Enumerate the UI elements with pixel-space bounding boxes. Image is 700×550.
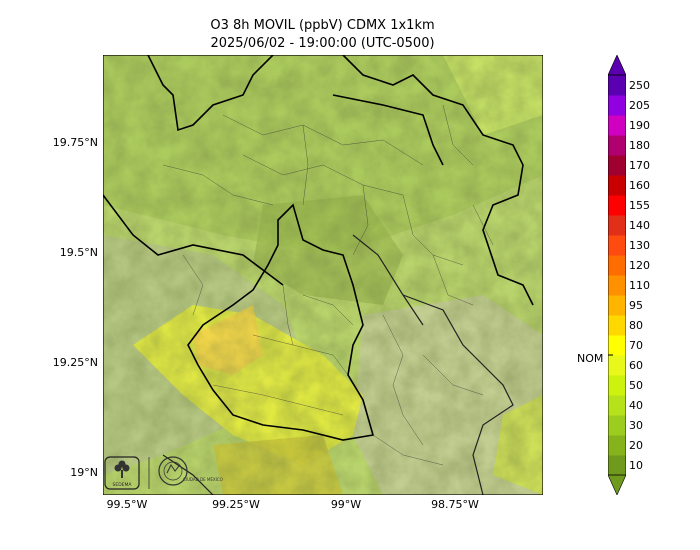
colorbar-tick-label: 80 xyxy=(629,319,643,332)
colorbar-segment xyxy=(608,335,626,356)
colorbar-segment xyxy=(608,355,626,376)
colorbar-tick-label: 60 xyxy=(629,359,643,372)
colorbar-segment xyxy=(608,395,626,416)
colorbar-segment xyxy=(608,115,626,136)
ozone-map: SEDEMA CIUDAD DE MÉXICO xyxy=(102,54,544,496)
colorbar-segment xyxy=(608,155,626,176)
colorbar-tick-label: 70 xyxy=(629,339,643,352)
colorbar-tick-label: 155 xyxy=(629,199,650,212)
state-boundaries xyxy=(102,54,534,306)
cdmx-logo: CIUDAD DE MÉXICO xyxy=(148,456,223,489)
colorbar-segment xyxy=(608,275,626,296)
colorbar-tick-label: 120 xyxy=(629,259,650,272)
lat-tick-label: 19.25°N xyxy=(52,356,98,369)
colorbar-max-arrow xyxy=(608,55,626,76)
map-canvas: SEDEMA CIUDAD DE MÉXICO xyxy=(102,54,544,496)
colorbar xyxy=(608,55,626,495)
sedema-logo: SEDEMA xyxy=(104,456,140,490)
lon-tick-label: 99.25°W xyxy=(212,498,260,511)
colorbar-tick-label: 205 xyxy=(629,99,650,112)
lat-tick-label: 19°N xyxy=(70,466,98,479)
colorbar-tick-label: 30 xyxy=(629,419,643,432)
colorbar-segment xyxy=(608,295,626,316)
nom-label: NOM xyxy=(577,352,604,365)
colorbar-segment xyxy=(608,135,626,156)
lon-tick-label: 98.75°W xyxy=(431,498,479,511)
colorbar-segment xyxy=(608,235,626,256)
lon-tick-label: 99°W xyxy=(330,498,362,511)
colorbar-min-arrow xyxy=(608,474,626,495)
svg-text:SEDEMA: SEDEMA xyxy=(113,482,133,488)
colorbar-tick-label: 110 xyxy=(629,279,650,292)
lon-tick-label: 99.5°W xyxy=(106,498,148,511)
colorbar-tick-label: 170 xyxy=(629,159,650,172)
colorbar-tick-label: 180 xyxy=(629,139,650,152)
colorbar-segment xyxy=(608,175,626,196)
colorbar-segment xyxy=(608,75,626,96)
lat-tick-label: 19.75°N xyxy=(52,136,98,149)
terrain-relief xyxy=(103,55,543,495)
colorbar-segment xyxy=(608,415,626,436)
map-timestamp: 2025/06/02 - 19:00:00 (UTC-0500) xyxy=(210,36,435,51)
colorbar-tick-label: 140 xyxy=(629,219,650,232)
colorbar-segment xyxy=(608,255,626,276)
colorbar-tick-label: 10 xyxy=(629,459,643,472)
colorbar-segment xyxy=(608,95,626,116)
colorbar-tick-label: 160 xyxy=(629,179,650,192)
colorbar-segment xyxy=(608,455,626,476)
lat-tick-label: 19.5°N xyxy=(59,246,98,259)
cdmx-boundary xyxy=(187,203,375,441)
colorbar-tick-label: 20 xyxy=(629,439,643,452)
colorbar-frame xyxy=(608,74,626,476)
colorbar-segment xyxy=(608,315,626,336)
colorbar-tick-label: 250 xyxy=(629,79,650,92)
colorbar-tick-label: 95 xyxy=(629,299,643,312)
colorbar-segment xyxy=(608,195,626,216)
map-title: O3 8h MOVIL (ppbV) CDMX 1x1km xyxy=(210,18,435,33)
colorbar-segment xyxy=(608,435,626,456)
colorbar-segment xyxy=(608,215,626,236)
colorbar-tick-label: 50 xyxy=(629,379,643,392)
colorbar-tick-label: 190 xyxy=(629,119,650,132)
colorbar-segment xyxy=(608,375,626,396)
colorbar-tick-label: 130 xyxy=(629,239,650,252)
colorbar-tick-label: 40 xyxy=(629,399,643,412)
municipal-boundaries xyxy=(162,104,494,466)
svg-text:CIUDAD DE MÉXICO: CIUDAD DE MÉXICO xyxy=(183,477,223,482)
